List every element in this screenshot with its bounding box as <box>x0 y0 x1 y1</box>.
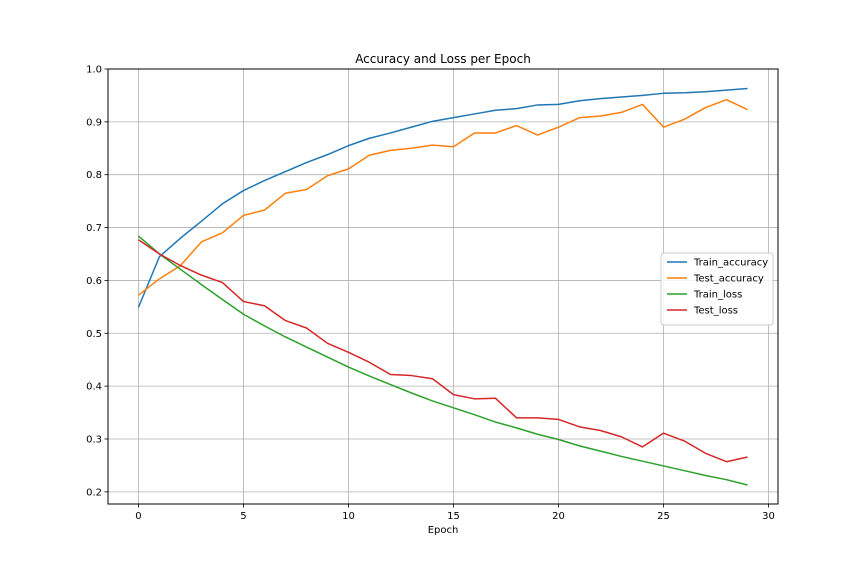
y-tick-label: 0.8 <box>86 170 102 181</box>
plot-frame <box>107 68 779 505</box>
legend-label-test-accuracy: Test_accuracy <box>693 274 764 285</box>
legend: Train_accuracy Test_accuracy Train_loss Tes… <box>660 252 774 326</box>
y-tick-label: 0.6 <box>86 276 102 287</box>
x-tick-label: 25 <box>657 511 670 522</box>
y-axis-ticks: 0.2 0.3 0.4 0.5 0.6 0.7 0.8 0.9 1.0 <box>86 65 108 498</box>
y-tick-label: 0.2 <box>86 487 102 498</box>
x-tick-label: 5 <box>240 511 246 522</box>
legend-label-test-loss: Test_loss <box>693 306 738 317</box>
y-tick-label: 0.5 <box>86 329 102 340</box>
y-tick-label: 1.0 <box>86 65 102 76</box>
x-tick-label: 15 <box>447 511 460 522</box>
y-tick-label: 0.7 <box>86 223 102 234</box>
series-line-test-accuracy <box>137 98 748 296</box>
legend-label-train-loss: Train_loss <box>693 290 742 301</box>
series-lines <box>137 87 748 486</box>
chart-title: Accuracy and Loss per Epoch <box>355 52 531 66</box>
series-line-train-loss <box>137 235 748 486</box>
x-tick-label: 30 <box>762 511 775 522</box>
legend-label-train-accuracy: Train_accuracy <box>693 258 768 269</box>
y-tick-label: 0.3 <box>86 434 102 445</box>
x-tick-label: 20 <box>552 511 565 522</box>
y-tick-label: 0.9 <box>86 117 102 128</box>
x-axis-label: Epoch <box>428 525 459 536</box>
legend-box <box>660 252 774 326</box>
x-axis-ticks: 0 5 10 15 20 25 30 <box>135 504 775 522</box>
y-tick-label: 0.4 <box>86 382 102 393</box>
x-tick-label: 10 <box>342 511 355 522</box>
series-line-train-accuracy <box>137 87 748 308</box>
x-tick-label: 0 <box>135 511 141 522</box>
series-line-test-loss <box>138 239 748 463</box>
